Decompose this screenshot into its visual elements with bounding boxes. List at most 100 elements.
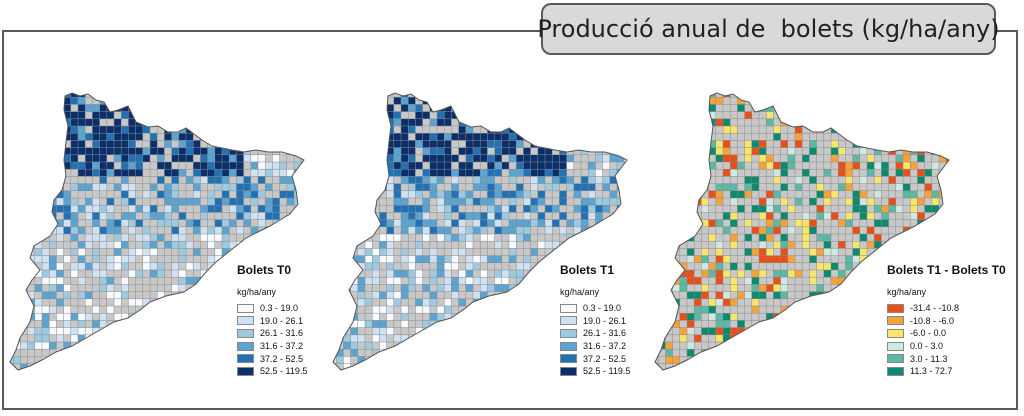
grid-cell (214, 104, 222, 112)
grid-cell (809, 248, 817, 256)
grid-cell (408, 212, 416, 220)
grid-cell (473, 176, 481, 184)
grid-cell (617, 97, 625, 105)
grid-cell (49, 284, 57, 292)
grid-cell (480, 154, 488, 162)
grid-cell (222, 277, 230, 285)
legend-swatch (560, 366, 577, 376)
grid-cell (63, 111, 71, 119)
grid-cell (150, 111, 158, 119)
grid-cell (658, 277, 666, 285)
grid-cell (838, 270, 846, 278)
grid-cell (655, 277, 659, 285)
grid-cell (85, 147, 93, 155)
grid-cell (121, 169, 129, 177)
grid-cell (106, 349, 114, 357)
grid-cell (171, 234, 179, 242)
grid-cell (501, 212, 509, 220)
grid-cell (135, 270, 143, 278)
grid-cell (415, 306, 423, 314)
grid-cell (451, 234, 459, 242)
grid-cell (106, 241, 114, 249)
grid-cell (114, 298, 122, 306)
grid-cell (845, 342, 853, 350)
grid-cell (823, 198, 831, 206)
grid-cell (401, 118, 409, 126)
grid-cell (444, 198, 452, 206)
grid-cell (357, 198, 365, 206)
grid-cell (759, 140, 767, 148)
grid-cell (193, 277, 201, 285)
grid-cell (186, 298, 194, 306)
grid-cell (708, 97, 716, 105)
grid-cell (552, 371, 559, 378)
grid-cell (494, 212, 502, 220)
grid-cell (917, 176, 925, 184)
grid-cell (171, 349, 179, 357)
grid-cell (552, 284, 560, 292)
grid-cell (581, 248, 589, 256)
grid-cell (537, 306, 545, 314)
grid-cell (34, 284, 42, 292)
grid-cell (49, 306, 57, 314)
grid-cell (444, 342, 452, 350)
legend-label: 26.1 - 31.6 (260, 328, 304, 339)
grid-cell (236, 126, 244, 134)
grid-cell (751, 205, 759, 213)
grid-cell (802, 356, 810, 364)
grid-cell (701, 205, 709, 213)
grid-cell (279, 162, 287, 170)
grid-cell (34, 169, 42, 177)
legend-bolets-t0: Bolets T0 kg/ha/any 0.3 - 19.0 19.0 - 26.… (237, 263, 307, 378)
grid-cell (509, 205, 517, 213)
grid-cell (114, 118, 122, 126)
legend-entry: -31.4 - -10.8 (887, 302, 1006, 315)
grid-cell (193, 262, 201, 270)
grid-cell (265, 234, 273, 242)
grid-cell (437, 270, 445, 278)
grid-cell (552, 126, 560, 134)
grid-cell (766, 205, 774, 213)
grid-cell (588, 162, 596, 170)
grid-cell (655, 176, 659, 184)
grid-cell (751, 291, 759, 299)
grid-cell (501, 133, 509, 141)
grid-cell (13, 169, 21, 177)
grid-cell (737, 270, 745, 278)
grid-cell (737, 327, 745, 335)
grid-cell (723, 212, 731, 220)
grid-cell (401, 255, 409, 263)
grid-cell (516, 162, 524, 170)
grid-cell (178, 140, 186, 148)
grid-cell (258, 133, 266, 141)
grid-cell (781, 371, 788, 378)
grid-cell (92, 126, 100, 134)
grid-cell (444, 327, 452, 335)
grid-cell (444, 226, 452, 234)
grid-cell (581, 93, 589, 98)
grid-cell (588, 255, 596, 263)
grid-cell (78, 104, 86, 112)
grid-cell (207, 205, 215, 213)
grid-cell (214, 262, 222, 270)
grid-cell (78, 111, 86, 119)
grid-cell (545, 140, 553, 148)
grid-cell (501, 205, 509, 213)
grid-cell (723, 255, 731, 263)
grid-cell (200, 234, 208, 242)
grid-cell (178, 313, 186, 321)
grid-cell (243, 104, 251, 112)
grid-cell (121, 241, 129, 249)
grid-cell (852, 255, 860, 263)
grid-cell (336, 111, 344, 119)
grid-cell (501, 298, 509, 306)
legend-swatch (237, 303, 254, 313)
grid-cell (867, 226, 875, 234)
grid-cell (480, 97, 488, 105)
grid-cell (759, 212, 767, 220)
grid-cell (135, 169, 143, 177)
legend-entry: 11.3 - 72.7 (887, 365, 1006, 378)
grid-cell (372, 306, 380, 314)
grid-cell (85, 104, 93, 112)
grid-cell (10, 219, 14, 227)
